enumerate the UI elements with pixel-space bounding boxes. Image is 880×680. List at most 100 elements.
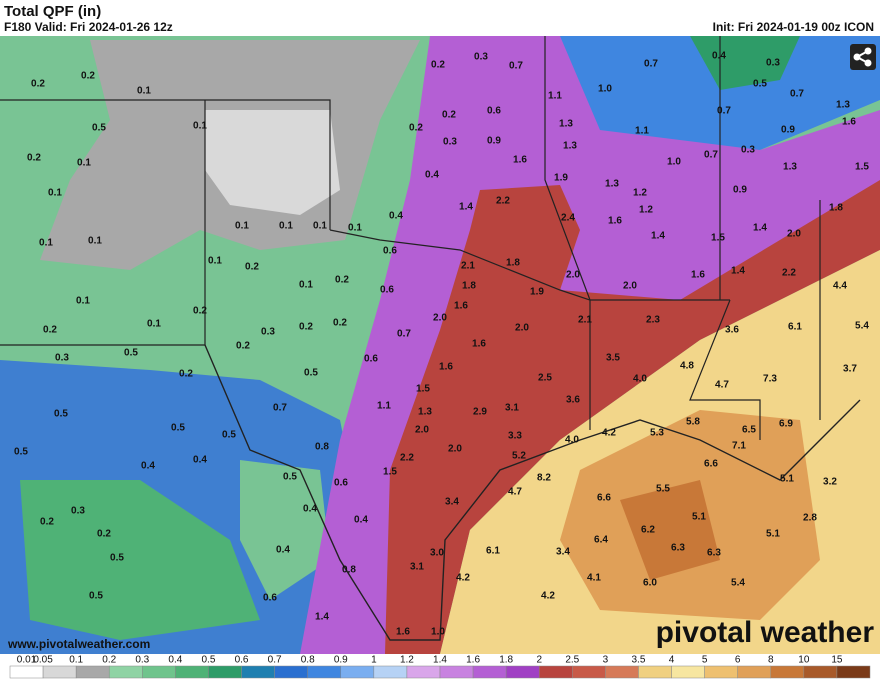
value-label: 1.6 bbox=[454, 301, 468, 312]
colorbar-label: 3.5 bbox=[632, 655, 646, 666]
value-label: 5.1 bbox=[780, 474, 794, 485]
value-label: 1.6 bbox=[472, 339, 486, 350]
value-label: 0.3 bbox=[443, 137, 457, 148]
colorbar-label: 10 bbox=[798, 655, 810, 666]
value-label: 0.2 bbox=[299, 322, 313, 333]
value-label: 0.2 bbox=[333, 318, 347, 329]
value-label: 6.1 bbox=[788, 322, 802, 333]
title: Total QPF (in) bbox=[4, 3, 101, 20]
value-label: 5.1 bbox=[766, 529, 780, 540]
value-label: 0.2 bbox=[31, 79, 45, 90]
value-label: 0.1 bbox=[235, 221, 249, 232]
value-label: 4.1 bbox=[587, 573, 601, 584]
value-label: 0.9 bbox=[733, 185, 747, 196]
value-label: 0.2 bbox=[431, 60, 445, 71]
value-label: 5.8 bbox=[686, 417, 700, 428]
colorbar-label: 0.5 bbox=[202, 655, 216, 666]
value-label: 4.2 bbox=[456, 573, 470, 584]
value-label: 0.5 bbox=[92, 123, 106, 134]
share-icon bbox=[853, 47, 872, 67]
colorbar-label: 1.6 bbox=[466, 655, 480, 666]
value-label: 3.4 bbox=[445, 497, 459, 508]
value-label: 0.7 bbox=[704, 150, 718, 161]
value-label: 0.4 bbox=[389, 211, 403, 222]
value-label: 1.3 bbox=[418, 407, 432, 418]
colorbar-swatch bbox=[175, 665, 209, 679]
value-label: 0.2 bbox=[97, 529, 111, 540]
value-label: 0.4 bbox=[193, 455, 207, 466]
colorbar-label: 2.5 bbox=[565, 655, 579, 666]
value-label: 0.1 bbox=[39, 238, 53, 249]
value-label: 0.5 bbox=[89, 591, 103, 602]
value-label: 6.0 bbox=[643, 578, 657, 589]
value-label: 1.0 bbox=[431, 627, 445, 638]
value-label: 0.3 bbox=[55, 353, 69, 364]
value-label: 4.0 bbox=[565, 435, 579, 446]
value-label: 1.2 bbox=[639, 205, 653, 216]
value-label: 0.1 bbox=[88, 236, 102, 247]
value-label: 0.2 bbox=[40, 517, 54, 528]
colorbar-swatch bbox=[439, 665, 474, 679]
value-label: 0.3 bbox=[71, 506, 85, 517]
value-label: 0.1 bbox=[76, 296, 90, 307]
value-label: 0.1 bbox=[147, 319, 161, 330]
value-label: 2.2 bbox=[782, 268, 796, 279]
colorbar-swatch bbox=[770, 665, 805, 679]
value-label: 3.3 bbox=[508, 431, 522, 442]
value-label: 5.4 bbox=[731, 578, 745, 589]
value-label: 8.2 bbox=[537, 473, 551, 484]
value-label: 5.1 bbox=[692, 512, 706, 523]
value-label: 6.5 bbox=[742, 425, 756, 436]
value-label: 5.2 bbox=[512, 451, 526, 462]
value-label: 1.4 bbox=[731, 266, 745, 277]
value-label: 0.7 bbox=[509, 61, 523, 72]
value-label: 0.5 bbox=[304, 368, 318, 379]
value-label: 0.2 bbox=[27, 153, 41, 164]
value-label: 5.4 bbox=[855, 321, 869, 332]
colorbar-swatch bbox=[505, 665, 540, 679]
value-label: 2.0 bbox=[415, 425, 429, 436]
value-label: 4.0 bbox=[633, 374, 647, 385]
colorbar-swatch bbox=[836, 665, 871, 679]
value-label: 1.0 bbox=[667, 157, 681, 168]
value-label: 6.9 bbox=[779, 419, 793, 430]
value-label: 0.7 bbox=[644, 59, 658, 70]
colorbar-label: 0.4 bbox=[168, 655, 182, 666]
value-label: 3.2 bbox=[823, 477, 837, 488]
value-label: 0.3 bbox=[741, 145, 755, 156]
colorbar-label: 4 bbox=[669, 655, 675, 666]
value-label: 0.6 bbox=[487, 106, 501, 117]
value-label: 0.7 bbox=[397, 329, 411, 340]
value-label: 2.0 bbox=[623, 281, 637, 292]
value-label: 1.1 bbox=[377, 401, 391, 412]
value-label: 3.7 bbox=[843, 364, 857, 375]
colorbar-swatch bbox=[274, 665, 308, 679]
colorbar-label: 0.6 bbox=[235, 655, 249, 666]
value-label: 1.1 bbox=[635, 126, 649, 137]
value-label: 1.4 bbox=[651, 231, 665, 242]
value-label: 0.5 bbox=[283, 472, 297, 483]
colorbar-label: 0.01 bbox=[17, 655, 37, 666]
value-label: 0.7 bbox=[273, 403, 287, 414]
value-label: 0.5 bbox=[54, 409, 68, 420]
value-label: 0.2 bbox=[81, 71, 95, 82]
colorbar-label: 0.3 bbox=[135, 655, 149, 666]
logo: pivotal weather bbox=[656, 616, 875, 649]
colorbar-label: 1.2 bbox=[400, 655, 414, 666]
value-label: 0.1 bbox=[279, 221, 293, 232]
value-label: 1.6 bbox=[842, 117, 856, 128]
colorbar-label: 1.4 bbox=[433, 655, 447, 666]
value-label: 0.6 bbox=[334, 478, 348, 489]
value-label: 2.5 bbox=[538, 373, 552, 384]
value-label: 0.3 bbox=[766, 58, 780, 69]
colorbar-swatch bbox=[671, 665, 705, 679]
colorbar-label: 0.1 bbox=[69, 655, 83, 666]
colorbar-swatch bbox=[605, 665, 639, 679]
colorbar-swatch bbox=[142, 665, 176, 679]
init-time: Init: Fri 2024-01-19 00z ICON bbox=[713, 20, 874, 34]
value-label: 1.8 bbox=[506, 258, 520, 269]
colorbar-label: 0.05 bbox=[33, 655, 53, 666]
value-label: 1.5 bbox=[855, 162, 869, 173]
value-label: 2.0 bbox=[448, 444, 462, 455]
